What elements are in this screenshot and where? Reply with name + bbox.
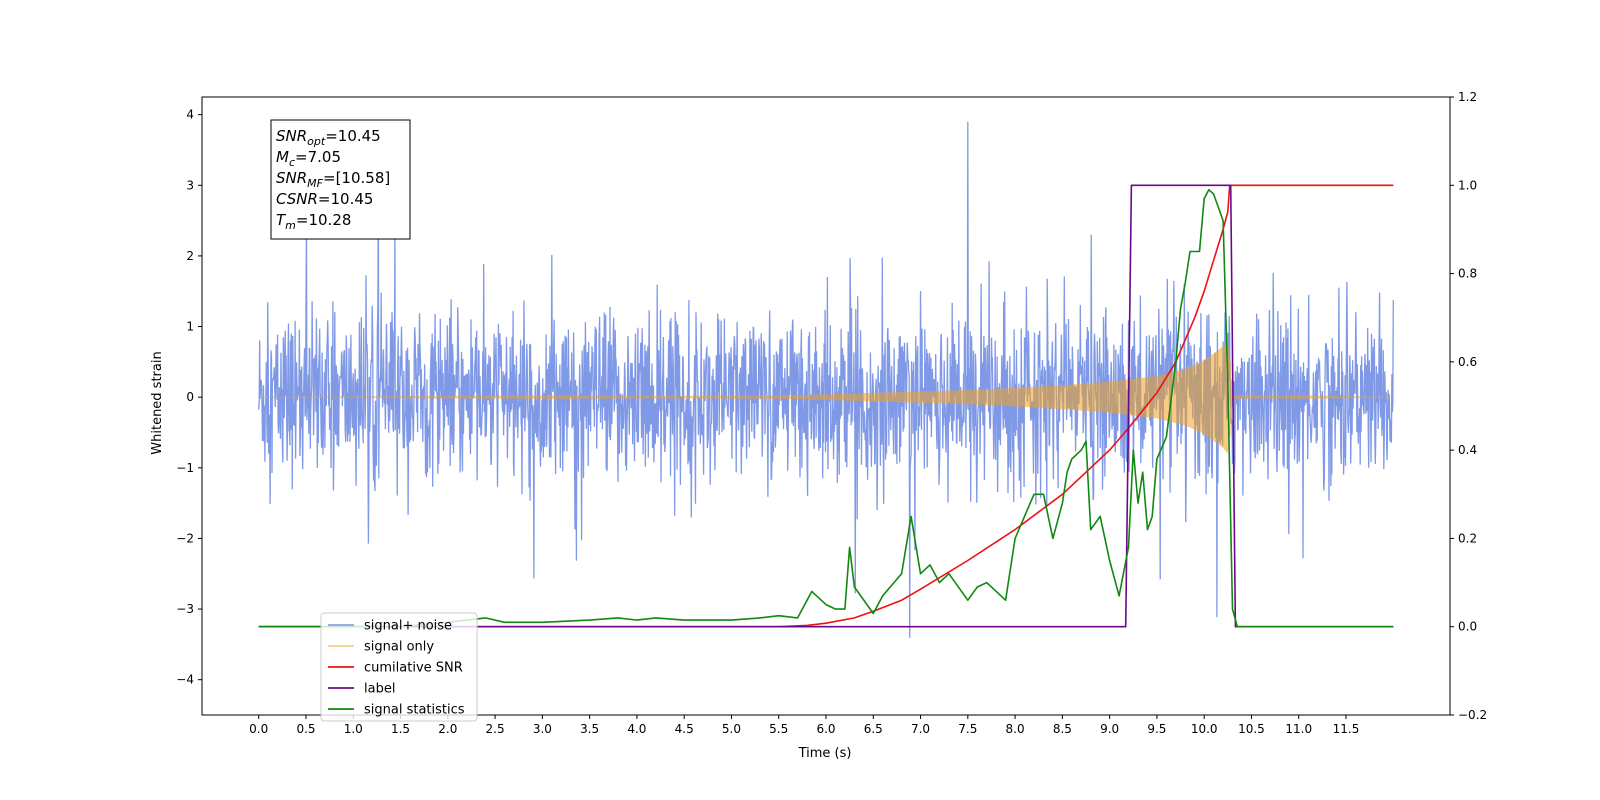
y-tick-label: 1 xyxy=(186,320,194,334)
x-tick-label: 3.5 xyxy=(580,722,599,736)
x-tick-label: 2.5 xyxy=(486,722,505,736)
x-tick-label: 5.5 xyxy=(769,722,788,736)
y2-tick-label: 0.2 xyxy=(1458,531,1477,545)
annotation-line: SNRopt=10.45 xyxy=(276,127,381,148)
x-tick-label: 6.5 xyxy=(864,722,883,736)
x-tick-label: 5.0 xyxy=(722,722,741,736)
x-tick-label: 4.5 xyxy=(675,722,694,736)
y-tick-label: −2 xyxy=(176,531,194,545)
x-tick-label: 2.0 xyxy=(438,722,457,736)
y2-tick-label: 1.0 xyxy=(1458,178,1477,192)
y-tick-label: 4 xyxy=(186,108,194,122)
y2-tick-label: 0.0 xyxy=(1458,620,1477,634)
x-tick-label: 8.5 xyxy=(1053,722,1072,736)
annotation-line: CSNR=10.45 xyxy=(276,190,373,208)
annotation-box: SNRopt=10.45Mc=7.05SNRMF=[10.58]CSNR=10.… xyxy=(270,119,411,240)
legend-entry: signal only xyxy=(364,640,434,655)
legend-entry: signal+ noise xyxy=(364,619,452,634)
series-signal-statistics xyxy=(258,188,1394,628)
series-signal-only xyxy=(258,340,1394,454)
series-cumilative-snr xyxy=(258,184,1394,628)
x-tick-label: 0.0 xyxy=(249,722,268,736)
y-axis-label: Whitened strain xyxy=(150,351,165,454)
legend: signal+ noise signal only cumilative SNR la… xyxy=(320,612,478,722)
annotation-line: Mc=7.05 xyxy=(276,148,341,169)
y2-tick-label: 0.8 xyxy=(1458,267,1477,281)
y-tick-label: 2 xyxy=(186,249,194,263)
y-tick-label: −1 xyxy=(176,461,194,475)
x-tick-label: 4.0 xyxy=(627,722,646,736)
x-tick-label: 7.0 xyxy=(911,722,930,736)
x-tick-label: 8.0 xyxy=(1006,722,1025,736)
x-tick-label: 1.5 xyxy=(391,722,410,736)
y-tick-label: 0 xyxy=(186,390,194,404)
annotation-line: SNRMF=[10.58] xyxy=(276,169,390,190)
legend-frame xyxy=(320,612,478,722)
legend-entry: label xyxy=(364,682,395,697)
x-tick-label: 3.0 xyxy=(533,722,552,736)
x-tick-label: 11.0 xyxy=(1285,722,1312,736)
y2-tick-label: 0.6 xyxy=(1458,355,1477,369)
y2-tick-label: 0.4 xyxy=(1458,443,1477,457)
x-tick-label: 0.5 xyxy=(296,722,315,736)
x-tick-label: 7.5 xyxy=(958,722,977,736)
y-tick-label: 3 xyxy=(186,178,194,192)
x-tick-label: 1.0 xyxy=(344,722,363,736)
legend-entry: signal statistics xyxy=(364,703,465,718)
x-tick-label: 9.0 xyxy=(1100,722,1119,736)
legend-entry: cumilative SNR xyxy=(364,661,463,676)
y-tick-label: −3 xyxy=(176,602,194,616)
y2-tick-label: 1.2 xyxy=(1458,90,1477,104)
axes: 0.0 0.5 1.0 1.5 2.0 2.5 3.0 3.5 4.0 4.5 5.0 5.5 6.0 6… xyxy=(176,90,1487,736)
y-tick-label: −4 xyxy=(176,673,194,687)
x-tick-label: 10.5 xyxy=(1238,722,1265,736)
annotation-frame xyxy=(270,119,411,240)
plot-area xyxy=(258,121,1394,638)
annotation-line: Tm=10.28 xyxy=(276,211,351,232)
x-tick-label: 6.0 xyxy=(816,722,835,736)
x-tick-label: 11.5 xyxy=(1333,722,1360,736)
x-tick-label: 9.5 xyxy=(1147,722,1166,736)
y2-tick-label: −0.2 xyxy=(1458,708,1487,722)
x-tick-label: 10.0 xyxy=(1191,722,1218,736)
x-axis-label: Time (s) xyxy=(798,746,852,761)
